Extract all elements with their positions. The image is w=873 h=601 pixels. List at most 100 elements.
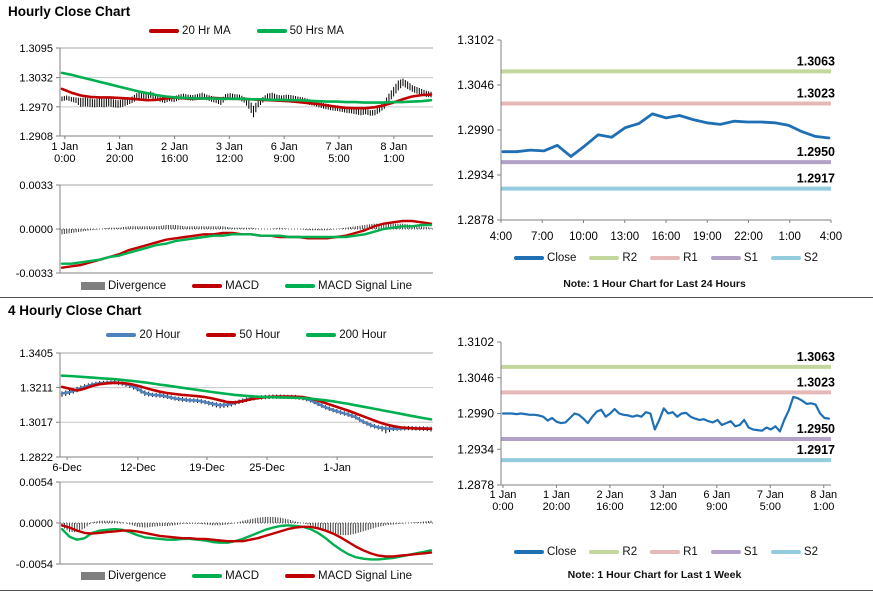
y-tick-label: 0.0033 [19,180,53,192]
y-tick-label: 1.3102 [457,33,494,47]
legend-label: S2 [803,546,818,558]
x-tick-label: 7 Jan 5:00 [757,489,784,513]
x-tick-label: 6-Dec [52,462,82,474]
x-tick-label: 10:00 [569,231,598,243]
legend-swatch-line [710,550,741,554]
legend-label: 50 Hour [239,329,281,341]
four-hourly-section-title: 4 Hourly Close Chart [8,303,142,318]
y-tick-label: 1.3211 [20,383,53,395]
legend-swatch-line [650,256,681,260]
y-tick-label: 1.2990 [457,123,494,137]
legend-swatch-line [285,574,316,578]
legend-label: R2 [622,252,638,264]
pivot-24h-note: Note: 1 Hour Chart for Last 24 Hours [563,278,746,290]
legend-label: 200 Hour [339,329,387,341]
legend-item-divergence: Divergence [80,570,167,582]
series-close [501,395,831,433]
bottom-divider [0,590,873,591]
x-tick-label: 3 Jan 12:00 [216,141,244,165]
legend-swatch-line [206,333,237,337]
legend-label: R2 [622,546,638,558]
y-tick-label: 1.2878 [457,478,494,492]
y-tick-label: 1.3405 [19,348,53,360]
series-macd-signal-line [60,524,433,558]
y-tick-label: 0.0000 [19,518,53,530]
x-tick-label: 1 Jan 0:00 [51,141,78,165]
legend-item-s1: S1 [710,252,758,264]
level-label-r2: 1.3063 [797,54,835,68]
legend-item-macd-signal-line: MACD Signal Line [285,570,412,582]
legend-swatch-line [285,284,316,288]
y-tick-label: 1.2822 [19,452,53,464]
pivot-week-chart: 1.3063 1.3023 1.2950 1.2917 1.3102 1.3046 1.29… [457,335,837,513]
legend-label: Divergence [107,570,167,582]
legend-swatch-rect [80,572,105,580]
level-label-s1: 1.2950 [797,145,835,159]
y-tick-label: 0.0000 [19,224,53,236]
level-label-s2: 1.2917 [797,443,835,457]
series-200-hour [60,374,433,421]
hourly-section-title: Hourly Close Chart [8,4,131,19]
legend-swatch-line [770,550,801,554]
legend-label: MACD Signal Line [318,570,412,582]
x-tick-label: 3 Jan 12:00 [650,489,678,513]
level-label-s2: 1.2917 [797,172,835,186]
y-tick-label: 1.3032 [19,73,53,85]
section-divider [0,297,873,298]
legend-label: R1 [683,546,698,558]
y-tick-label: 1.3102 [457,335,494,349]
x-tick-label: 4:00 [490,231,512,243]
legend-item-close: Close [514,546,576,558]
legend-swatch-line [770,256,801,260]
y-tick-label: 1.2934 [457,442,494,456]
x-tick-label: 1:00 [779,231,801,243]
x-tick-label: 4:00 [820,231,842,243]
x-tick-label: 19-Dec [189,462,225,474]
level-label-r1: 1.3023 [797,86,835,100]
level-label-r1: 1.3023 [797,375,835,389]
legend-swatch-line [650,550,681,554]
legend-item-s2: S2 [770,252,818,264]
x-tick-label: 7:00 [531,231,553,243]
x-tick-label: 8 Jan 1:00 [380,141,407,165]
legend-item-20-hr-ma: 20 Hr MA [149,25,231,37]
y-tick-label: 1.3017 [19,417,53,429]
legend-item-s1: S1 [710,546,758,558]
legend-label: 20 Hr MA [182,25,231,37]
x-tick-label: 2 Jan 16:00 [161,141,189,165]
series-macd-signal-line [60,223,433,265]
legend-label: Divergence [107,280,167,292]
y-tick-label: 1.2990 [457,407,494,421]
y-tick-label: 1.2970 [19,102,53,114]
four-hourly-macd-legend: Divergence MACD MACD Signal Line [60,570,433,582]
hourly-macd-chart: 0.0033 0.0000 -0.0033 [16,180,433,280]
x-tick-label: 2 Jan 16:00 [596,489,624,513]
legend-swatch-line [106,333,137,337]
legend-label: Close [547,252,577,264]
legend-swatch-line [514,550,545,554]
series-close [501,112,831,158]
legend-label: 20 Hour [139,329,181,341]
legend-item-close: Close [514,252,576,264]
legend-item-50-hrs-ma: 50 Hrs MA [256,25,344,37]
y-tick-label: -0.0033 [16,268,53,280]
y-tick-label: 1.2878 [457,213,494,227]
x-tick-label: 7 Jan 5:00 [326,141,353,165]
legend-swatch-rect [80,282,105,290]
x-tick-label: 25-Dec [249,462,285,474]
legend-item-r1: R1 [650,252,698,264]
legend-label: MACD Signal Line [318,280,412,292]
legend-item-divergence: Divergence [80,280,167,292]
legend-label: MACD [225,280,260,292]
legend-label: R1 [683,252,698,264]
x-tick-label: 8 Jan 1:00 [810,489,837,513]
legend-swatch-line [149,29,180,33]
y-tick-label: 1.3046 [457,78,494,92]
four-hourly-ma-legend: 20 Hour 50 Hour 200 Hour [60,329,433,341]
pivot-24h-chart: 1.3063 1.3023 1.2950 1.2917 1.3102 1.3046 1.29… [457,33,842,243]
legend-item-20-hour: 20 Hour [106,329,180,341]
hourly-ma-legend: 20 Hr MA 50 Hrs MA [60,25,433,37]
